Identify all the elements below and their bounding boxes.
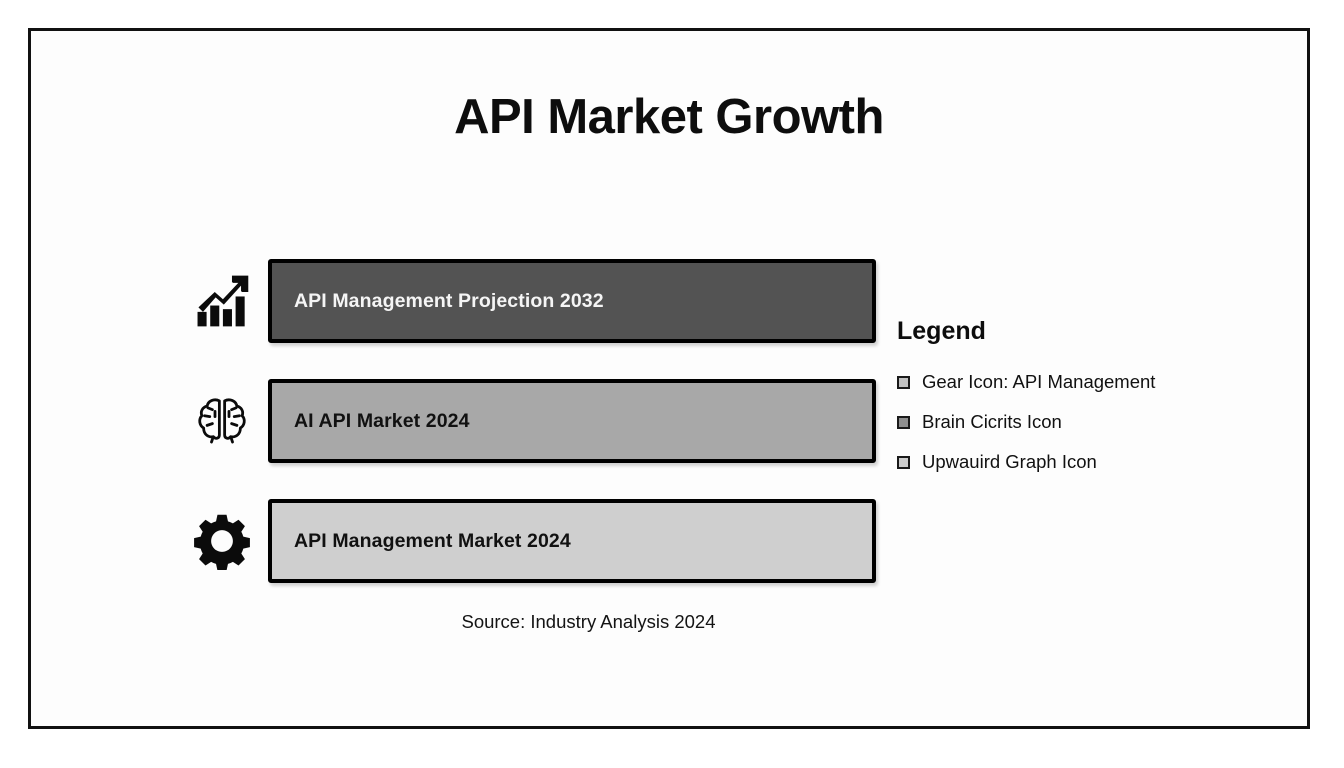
- upward-graph-icon: [191, 270, 253, 332]
- legend-item-label: Upwauird Graph Icon: [922, 451, 1097, 472]
- legend-item-gear: Gear Icon: API Management: [897, 362, 1227, 402]
- brain-circuits-icon: [191, 390, 253, 452]
- legend-item-brain: Brain Cicrits Icon: [897, 402, 1227, 442]
- legend-item-label: Gear Icon: API Management: [922, 371, 1156, 392]
- legend-item-graph: Upwauird Graph Icon: [897, 442, 1227, 482]
- legend-item-label: Brain Cicrits Icon: [922, 411, 1062, 432]
- bar-row: API Management Projection 2032: [191, 259, 876, 343]
- legend-swatch-icon: [897, 415, 910, 429]
- bar-row: AI API Market 2024: [191, 379, 876, 463]
- source-caption: Source: Industry Analysis 2024: [461, 611, 716, 632]
- page-title: API Market Growth: [454, 90, 884, 144]
- bar-label: API Management Projection 2032: [294, 289, 604, 312]
- bar-label: AI API Market 2024: [294, 409, 470, 432]
- bar-row: API Management Market 2024: [191, 499, 876, 583]
- slide-frame: API Market Growth API Management Project…: [28, 28, 1310, 729]
- bar-label: API Management Market 2024: [294, 529, 571, 552]
- legend: Legend Gear Icon: API Management Brain C…: [897, 317, 1227, 482]
- legend-swatch-icon: [897, 375, 910, 389]
- legend-title: Legend: [897, 317, 986, 345]
- bar-api-management-market-2024[interactable]: API Management Market 2024: [268, 499, 876, 583]
- bar-api-management-projection-2032[interactable]: API Management Projection 2032: [268, 259, 876, 343]
- gear-icon: [191, 510, 253, 572]
- bar-ai-api-market-2024[interactable]: AI API Market 2024: [268, 379, 876, 463]
- legend-swatch-icon: [897, 455, 910, 469]
